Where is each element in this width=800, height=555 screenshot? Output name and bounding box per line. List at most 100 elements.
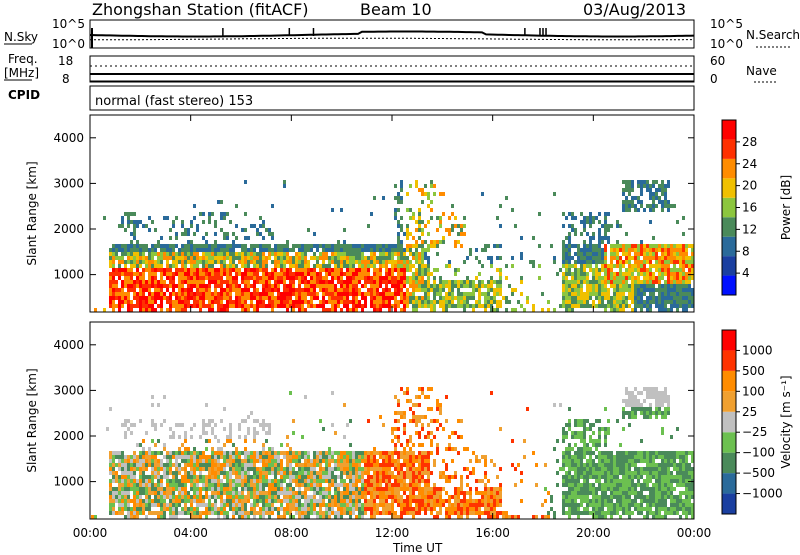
heatmap-cell [151, 483, 154, 487]
heatmap-cell [343, 304, 346, 308]
heatmap-cell [577, 463, 580, 467]
heatmap-cell [451, 280, 454, 284]
heatmap-cell [325, 276, 328, 280]
heatmap-cell [589, 471, 592, 475]
heatmap-cell [352, 507, 355, 511]
heatmap-cell [664, 184, 667, 188]
heatmap-cell [409, 507, 412, 511]
heatmap-cell [691, 503, 694, 507]
heatmap-cell [385, 499, 388, 503]
heatmap-cell [661, 184, 664, 188]
heatmap-cell [193, 256, 196, 260]
heatmap-cell [442, 192, 445, 196]
heatmap-cell [283, 300, 286, 304]
heatmap-cell [223, 256, 226, 260]
heatmap-cell [658, 184, 661, 188]
heatmap-cell [133, 272, 136, 276]
heatmap-cell [286, 503, 289, 507]
heatmap-cell [454, 216, 457, 220]
heatmap-cell [211, 503, 214, 507]
heatmap-cell [397, 196, 400, 200]
heatmap-cell [280, 300, 283, 304]
heatmap-cell [319, 463, 322, 467]
heatmap-cell [628, 200, 631, 204]
heatmap-cell [229, 244, 232, 248]
heatmap-cell [274, 483, 277, 487]
heatmap-cell [388, 256, 391, 260]
heatmap-cell [343, 495, 346, 499]
heatmap-cell [193, 296, 196, 300]
heatmap-cell [661, 288, 664, 292]
heatmap-cell [214, 300, 217, 304]
heatmap-cell [238, 304, 241, 308]
heatmap-cell [667, 276, 670, 280]
heatmap-cell [667, 483, 670, 487]
heatmap-cell [142, 252, 145, 256]
heatmap-cell [166, 248, 169, 252]
heatmap-cell [562, 276, 565, 280]
heatmap-cell [658, 495, 661, 499]
heatmap-cell [457, 284, 460, 288]
heatmap-cell [295, 296, 298, 300]
heatmap-cell [457, 511, 460, 515]
heatmap-cell [211, 507, 214, 511]
heatmap-cell [403, 260, 406, 264]
heatmap-cell [610, 511, 613, 515]
heatmap-cell [367, 483, 370, 487]
heatmap-cell [304, 244, 307, 248]
heatmap-cell [649, 292, 652, 296]
heatmap-cell [172, 260, 175, 264]
heatmap-cell [640, 300, 643, 304]
heatmap-cell [616, 304, 619, 308]
heatmap-cell [370, 264, 373, 268]
heatmap-cell [259, 244, 262, 248]
heatmap-cell [193, 252, 196, 256]
heatmap-cell [661, 248, 664, 252]
heatmap-cell [370, 507, 373, 511]
heatmap-cell [472, 296, 475, 300]
heatmap-cell [400, 248, 403, 252]
heatmap-cell [286, 300, 289, 304]
heatmap-cell [658, 268, 661, 272]
heatmap-cell [493, 280, 496, 284]
heatmap-cell [466, 256, 469, 260]
heatmap-cell [457, 507, 460, 511]
heatmap-cell [676, 503, 679, 507]
heatmap-cell [208, 256, 211, 260]
heatmap-cell [196, 503, 199, 507]
heatmap-cell [607, 507, 610, 511]
heatmap-cell [466, 280, 469, 284]
heatmap-cell [205, 272, 208, 276]
heatmap-cell [610, 471, 613, 475]
heatmap-cell [685, 256, 688, 260]
heatmap-cell [658, 296, 661, 300]
heatmap-cell [130, 244, 133, 248]
heatmap-cell [568, 463, 571, 467]
heatmap-cell [172, 515, 175, 519]
heatmap-cell [625, 304, 628, 308]
heatmap-cell [280, 463, 283, 467]
heatmap-cell [685, 300, 688, 304]
heatmap-cell [616, 300, 619, 304]
heatmap-cell [397, 475, 400, 479]
heatmap-cell [217, 511, 220, 515]
heatmap-cell [583, 252, 586, 256]
heatmap-cell [619, 268, 622, 272]
heatmap-cell [418, 300, 421, 304]
heatmap-cell [136, 252, 139, 256]
heatmap-cell [334, 284, 337, 288]
heatmap-cell [607, 212, 610, 216]
heatmap-cell [505, 308, 508, 312]
heatmap-cell [157, 499, 160, 503]
heatmap-cell [238, 296, 241, 300]
heatmap-cell [172, 244, 175, 248]
heatmap-cell [397, 208, 400, 212]
heatmap-cell [271, 304, 274, 308]
heatmap-cell [388, 463, 391, 467]
heatmap-cell [319, 252, 322, 256]
heatmap-cell [214, 288, 217, 292]
heatmap-cell [190, 479, 193, 483]
heatmap-cell [448, 304, 451, 308]
heatmap-cell [112, 276, 115, 280]
heatmap-cell [637, 511, 640, 515]
